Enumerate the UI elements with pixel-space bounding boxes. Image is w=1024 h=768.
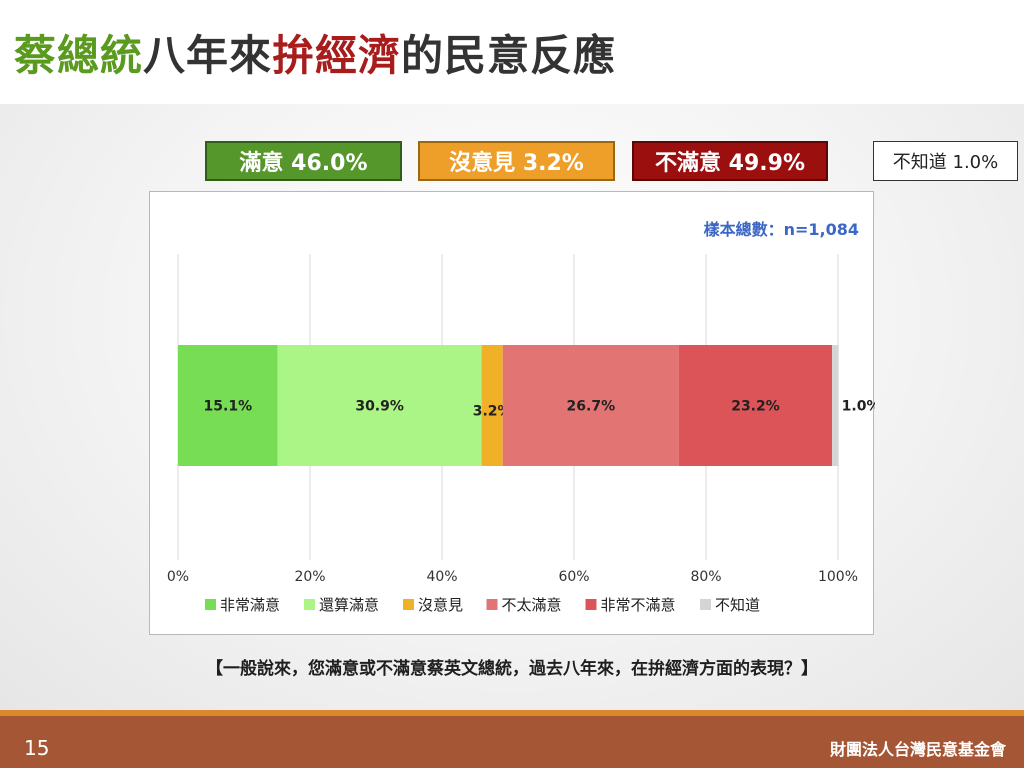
bar-segment xyxy=(178,345,278,466)
stacked-bar-chart: 0% 20% 40% 60% 80% 100% 15.1% 30.9% 3.2% 26.7% 23.… xyxy=(167,254,875,614)
title-part-public-opinion: 的民意反應 xyxy=(401,31,617,80)
x-tick-label: 60% xyxy=(558,569,589,585)
legend-label: 沒意見 xyxy=(418,596,463,614)
legend-swatch xyxy=(585,599,597,610)
legend-label: 不知道 xyxy=(715,596,760,614)
bar-segment xyxy=(502,345,679,466)
slide-title: 蔡總統八年來拚經濟的民意反應 xyxy=(14,22,616,82)
legend-label: 不太滿意 xyxy=(502,596,562,614)
summary-dont-know-badge: 不知道 1.0% xyxy=(873,141,1018,181)
x-tick-label: 0% xyxy=(167,569,189,585)
page-number: 15 xyxy=(24,736,50,760)
legend-label: 非常滿意 xyxy=(220,596,280,614)
bar-data-label: 3.2% xyxy=(473,404,512,420)
chart-panel: 樣本總數：n=1,084 0% 20% 40% 60% 80% 100% 15.1% 30.9… xyxy=(149,191,875,635)
summary-no-opinion-badge: 沒意見 3.2% xyxy=(418,141,615,181)
bar-data-label: 26.7% xyxy=(567,399,616,415)
sample-size-label: 樣本總數：n=1,084 xyxy=(703,220,859,239)
survey-question: 【一般說來，您滿意或不滿意蔡英文總統，過去八年來，在拚經濟方面的表現？】 xyxy=(206,659,818,679)
legend-label: 非常不滿意 xyxy=(601,596,676,614)
title-part-economy: 拚經濟 xyxy=(272,31,402,80)
legend-swatch xyxy=(304,599,315,610)
organization-name: 財團法人台灣民意基金會 xyxy=(829,740,1006,759)
x-tick-label: 100% xyxy=(818,569,858,585)
legend-swatch xyxy=(486,599,498,610)
bar-segment xyxy=(277,345,482,466)
x-tick-label: 20% xyxy=(294,569,325,585)
summary-satisfied-badge: 滿意 46.0% xyxy=(205,141,402,181)
title-part-president: 蔡總統 xyxy=(14,31,144,80)
bar-data-label: 30.9% xyxy=(355,399,404,415)
legend-swatch xyxy=(700,599,711,610)
bar-segment xyxy=(678,345,833,466)
bar-segment xyxy=(481,345,503,466)
legend-swatch xyxy=(403,599,414,610)
bar-data-label: 15.1% xyxy=(204,399,253,415)
bar-segment xyxy=(832,345,839,466)
legend-swatch xyxy=(205,599,216,610)
bar-data-label: 23.2% xyxy=(731,399,780,415)
x-tick-label: 80% xyxy=(690,569,721,585)
footer-bar: 15 財團法人台灣民意基金會 xyxy=(0,710,1024,768)
bar-data-label: 1.0% xyxy=(842,399,875,415)
legend-label: 還算滿意 xyxy=(319,596,379,614)
summary-dissatisfied-badge: 不滿意 49.9% xyxy=(632,141,828,181)
x-tick-label: 40% xyxy=(426,569,457,585)
title-part-eight-years: 八年來 xyxy=(143,31,273,80)
